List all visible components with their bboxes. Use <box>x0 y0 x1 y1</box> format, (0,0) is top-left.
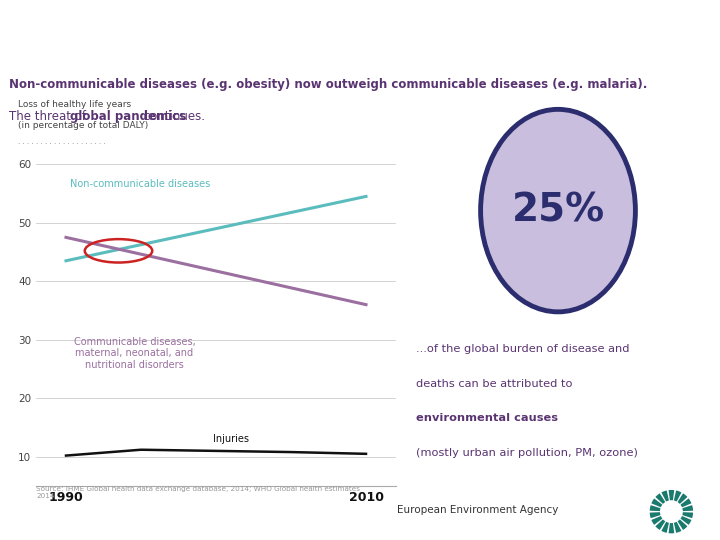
Text: European Environment Agency: European Environment Agency <box>397 505 558 515</box>
Text: 25%: 25% <box>511 192 605 230</box>
Wedge shape <box>649 512 671 518</box>
Circle shape <box>660 500 683 523</box>
Text: Communicable diseases,
maternal, neonatal, and
nutritional disorders: Communicable diseases, maternal, neonata… <box>73 337 195 370</box>
Text: GMT 3: Changing disease burdens and risks of pandemics: GMT 3: Changing disease burdens and risk… <box>9 23 621 43</box>
Wedge shape <box>655 512 671 530</box>
Text: Non-communicable diseases (e.g. obesity) now outweigh communicable diseases (e.g: Non-communicable diseases (e.g. obesity)… <box>9 78 647 91</box>
Text: (in percentage of total DALY): (in percentage of total DALY) <box>18 121 148 130</box>
Wedge shape <box>662 512 671 533</box>
Text: Non-communicable diseases: Non-communicable diseases <box>71 179 211 189</box>
Wedge shape <box>671 498 691 512</box>
Circle shape <box>481 109 635 312</box>
Wedge shape <box>652 498 671 512</box>
Wedge shape <box>671 505 693 512</box>
Wedge shape <box>671 494 688 512</box>
Text: Injuries: Injuries <box>213 435 249 444</box>
Wedge shape <box>649 505 671 512</box>
Text: . . . . . . . . . . . . . . . . . . . .: . . . . . . . . . . . . . . . . . . . . <box>18 138 106 145</box>
Text: (mostly urban air pollution, PM, ozone): (mostly urban air pollution, PM, ozone) <box>415 448 637 457</box>
Wedge shape <box>669 490 674 512</box>
Wedge shape <box>652 512 671 525</box>
Wedge shape <box>671 512 691 525</box>
Text: environmental causes: environmental causes <box>415 413 557 423</box>
Text: The threat of: The threat of <box>9 110 89 123</box>
Wedge shape <box>671 512 693 518</box>
Wedge shape <box>671 512 688 530</box>
Wedge shape <box>655 494 671 512</box>
Text: Source: IHME Global health data exchange database, 2014; WHO Global health estim: Source: IHME Global health data exchange… <box>36 486 360 499</box>
Text: ...of the global burden of disease and: ...of the global burden of disease and <box>415 345 629 354</box>
Text: global pandemics: global pandemics <box>70 110 186 123</box>
Text: deaths can be attributed to: deaths can be attributed to <box>415 379 572 389</box>
Text: continues.: continues. <box>140 110 205 123</box>
Wedge shape <box>662 490 671 512</box>
Wedge shape <box>669 512 674 534</box>
Wedge shape <box>671 490 681 512</box>
Text: Loss of healthy life years: Loss of healthy life years <box>18 100 131 109</box>
Wedge shape <box>671 512 681 533</box>
